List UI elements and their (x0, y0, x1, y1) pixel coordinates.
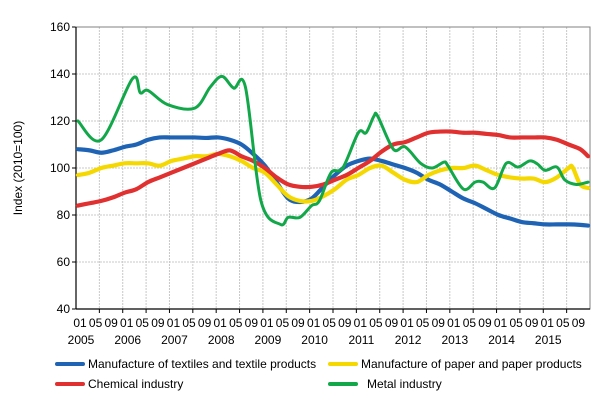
x-month-label: 01 (167, 316, 181, 330)
y-tick-label: 80 (57, 208, 71, 222)
x-month-label: 09 (291, 316, 305, 330)
x-month-label: 09 (385, 316, 399, 330)
x-month-label: 01 (73, 316, 87, 330)
y-tick-label: 60 (57, 255, 71, 269)
x-month-label: 05 (136, 316, 150, 330)
x-month-label: 05 (323, 316, 337, 330)
x-month-label: 05 (369, 316, 383, 330)
x-month-label: 01 (260, 316, 274, 330)
legend-label: Metal industry (367, 377, 442, 391)
x-month-label: 09 (104, 316, 118, 330)
x-month-label: 01 (120, 316, 134, 330)
x-year-label: 2015 (535, 333, 562, 347)
x-year-label: 2013 (441, 333, 468, 347)
x-month-label: 05 (463, 316, 477, 330)
x-month-label: 09 (478, 316, 492, 330)
legend-label: Manufacture of paper and paper products (361, 357, 582, 371)
y-tick-label: 140 (50, 67, 70, 81)
legend-label: Chemical industry (88, 377, 183, 391)
legend-label: Manufacture of textiles and textile prod… (88, 357, 316, 371)
y-tick-label: 100 (50, 161, 70, 175)
x-year-label: 2006 (114, 333, 141, 347)
x-month-label: 09 (572, 316, 586, 330)
x-month-label: 01 (447, 316, 461, 330)
x-year-label: 2007 (161, 333, 188, 347)
y-tick-label: 120 (50, 114, 70, 128)
x-month-label: 05 (89, 316, 103, 330)
legend: Manufacture of textiles and textile prod… (55, 357, 582, 391)
x-month-label: 05 (276, 316, 290, 330)
x-month-label: 09 (432, 316, 446, 330)
x-month-label: 01 (494, 316, 508, 330)
y-tick-label: 40 (57, 302, 71, 316)
x-month-label: 09 (338, 316, 352, 330)
series-line-4 (76, 74, 590, 227)
x-month-label: 05 (182, 316, 196, 330)
x-month-label: 09 (151, 316, 165, 330)
x-month-label: 01 (400, 316, 414, 330)
series-line-3 (75, 129, 591, 208)
x-month-label: 01 (307, 316, 321, 330)
x-year-label: 2010 (301, 333, 328, 347)
x-year-label: 2005 (68, 333, 95, 347)
x-month-label: 05 (556, 316, 570, 330)
series-line-2 (75, 151, 591, 204)
x-month-label: 09 (525, 316, 539, 330)
x-year-label: 2011 (348, 333, 374, 347)
x-month-label: 05 (416, 316, 430, 330)
y-tick-label: 160 (50, 20, 70, 34)
grid (76, 26, 590, 309)
series-line-1 (75, 135, 591, 228)
x-year-label: 2012 (395, 333, 422, 347)
y-axis-label: Index (2010=100) (11, 121, 25, 215)
x-month-label: 01 (541, 316, 555, 330)
x-month-label: 05 (229, 316, 243, 330)
x-year-label: 2008 (208, 333, 235, 347)
x-month-label: 01 (354, 316, 368, 330)
x-month-label: 05 (509, 316, 523, 330)
x-year-label: 2014 (488, 333, 515, 347)
x-month-label: 09 (245, 316, 259, 330)
x-year-label: 2009 (255, 333, 282, 347)
x-month-label: 09 (198, 316, 212, 330)
series-lines (75, 74, 591, 228)
axes (72, 26, 591, 313)
x-month-label: 01 (214, 316, 228, 330)
